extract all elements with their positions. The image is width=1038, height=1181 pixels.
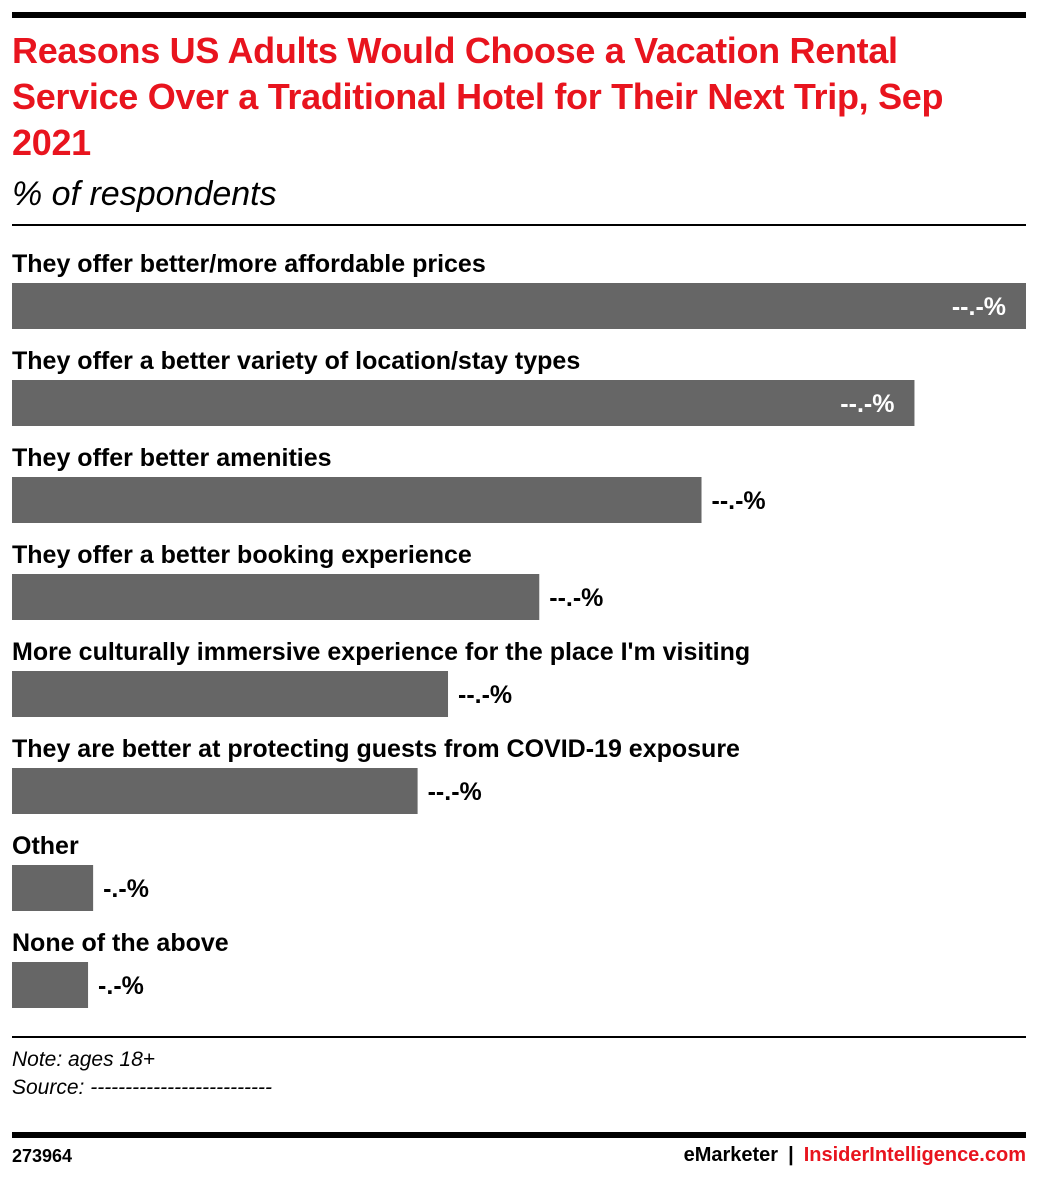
category-label: They offer a better booking experience bbox=[12, 541, 472, 569]
bar bbox=[12, 380, 915, 426]
category-label: More culturally immersive experience for… bbox=[12, 638, 750, 666]
chart-title: Reasons US Adults Would Choose a Vacatio… bbox=[12, 30, 944, 163]
bar bbox=[12, 477, 702, 523]
bar bbox=[12, 574, 540, 620]
bar bbox=[12, 671, 449, 717]
value-label: --.-% bbox=[549, 584, 603, 612]
chart-subtitle: % of respondents bbox=[12, 175, 277, 213]
brand-footer: eMarketer | InsiderIntelligence.com bbox=[684, 1144, 1026, 1167]
brand-emarketer: eMarketer bbox=[683, 1144, 779, 1166]
category-label: They offer better amenities bbox=[12, 444, 332, 472]
category-label: Other bbox=[12, 832, 79, 860]
category-label: They are better at protecting guests fro… bbox=[12, 735, 740, 763]
bar bbox=[12, 865, 94, 911]
bar bbox=[12, 768, 418, 814]
category-label: They offer a better variety of location/… bbox=[12, 347, 580, 375]
value-label: --.-% bbox=[712, 487, 766, 515]
brand-insider-intelligence: InsiderIntelligence.com bbox=[803, 1144, 1026, 1166]
source-text: Source: -------------------------- bbox=[12, 1076, 273, 1099]
value-label: --.-% bbox=[458, 681, 512, 709]
chart-notes: Note: ages 18+ Source: -----------------… bbox=[12, 1046, 272, 1102]
brand-separator: | bbox=[788, 1144, 794, 1166]
note-text: Note: ages 18+ bbox=[12, 1048, 156, 1071]
bar bbox=[12, 283, 1026, 329]
value-label: --.-% bbox=[840, 390, 894, 418]
header-rule bbox=[12, 224, 1026, 226]
value-label: -.-% bbox=[98, 972, 144, 1000]
category-label: None of the above bbox=[12, 929, 229, 957]
value-label: --.-% bbox=[952, 293, 1006, 321]
category-label: They offer better/more affordable prices bbox=[12, 250, 486, 278]
value-label: -.-% bbox=[103, 875, 149, 903]
bar bbox=[12, 962, 89, 1008]
footer-rule bbox=[12, 1132, 1026, 1138]
footer-top-rule bbox=[12, 1036, 1026, 1038]
top-rule bbox=[12, 12, 1026, 18]
chart-id: 273964 bbox=[12, 1146, 73, 1166]
value-label: --.-% bbox=[428, 778, 482, 806]
